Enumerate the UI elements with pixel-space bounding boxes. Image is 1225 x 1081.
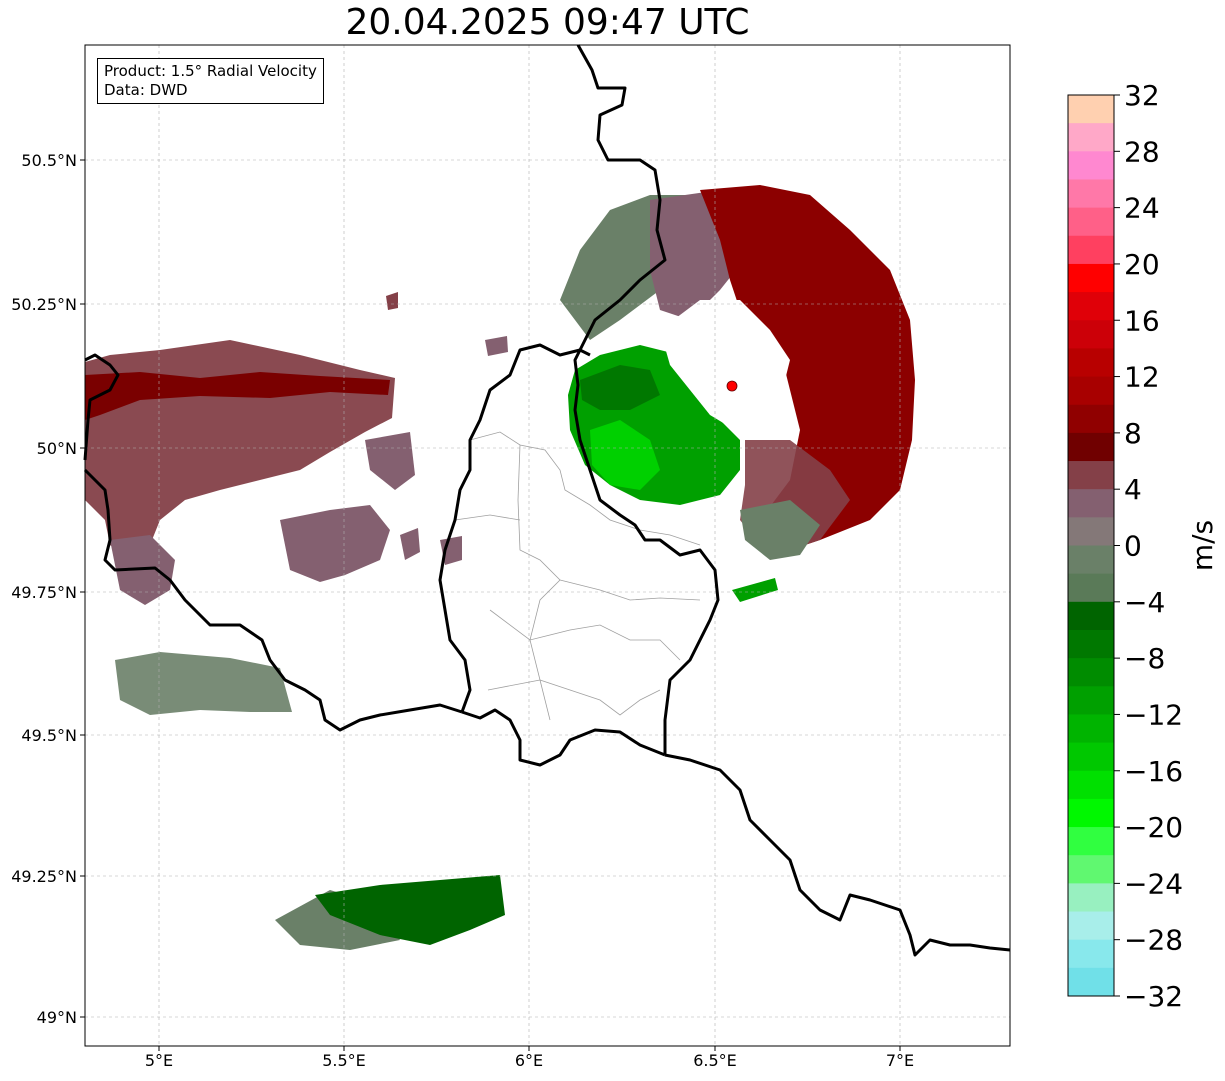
colorbar-segment <box>1068 432 1114 462</box>
colorbar-segment <box>1068 348 1114 378</box>
latitude-axis: 50.5°N 50.25°N 50°N 49.75°N 49.5°N 49.25°N 49°… <box>11 151 85 1027</box>
lon-tick-label: 6°E <box>515 1051 543 1070</box>
lat-tick-label: 49.25°N <box>11 867 77 886</box>
colorbar-tick-label: 8 <box>1124 417 1142 450</box>
colorbar-tick-label: 4 <box>1124 473 1142 506</box>
colorbar-segment <box>1068 686 1114 715</box>
echo-small-patch-3 <box>386 292 398 310</box>
echo-small-patch-4 <box>440 536 462 565</box>
echo-radar-outbound <box>700 185 915 550</box>
border-lu-fr <box>461 708 666 767</box>
colorbar-segment <box>1068 601 1114 631</box>
colorbar-segment <box>1068 573 1114 603</box>
product-label: Product: 1.5° Radial Velocity <box>104 62 317 80</box>
map-frame <box>84 44 1011 1047</box>
border-be-fr <box>83 468 463 732</box>
lat-tick-label: 50.5°N <box>21 151 77 170</box>
colorbar-segment <box>1068 95 1114 124</box>
radar-site-marker <box>726 380 738 392</box>
echo-south-band-green <box>315 875 505 945</box>
border-lu-be <box>438 343 591 713</box>
colorbar-segment <box>1068 798 1114 828</box>
colorbar-tick-label: 32 <box>1124 79 1160 112</box>
border-be-de-north <box>573 44 720 755</box>
colorbar-tick-label: −32 <box>1124 980 1183 1013</box>
lon-tick-label: 7°E <box>886 1051 914 1070</box>
colorbar-segment <box>1068 855 1114 884</box>
echo-west-band-dark <box>85 372 390 420</box>
echo-west-east-patch <box>365 432 415 490</box>
colorbar-tick-label: 20 <box>1124 248 1160 281</box>
colorbar-tick-label: 24 <box>1124 192 1160 225</box>
lat-tick-label: 50.25°N <box>11 295 77 314</box>
lon-tick-label: 6.5°E <box>693 1051 737 1070</box>
colorbar-segment <box>1068 151 1114 180</box>
longitude-axis: 5°E 5.5°E 6°E 6.5°E 7°E <box>145 1046 914 1070</box>
map-title: 20.04.2025 09:47 UTC <box>345 2 750 43</box>
echo-small-patch-2 <box>485 336 508 356</box>
radar-echoes <box>85 185 915 950</box>
echo-radar-inbound-dark <box>580 365 660 410</box>
colorbar-tick-label: −20 <box>1124 811 1183 844</box>
colorbar-segment <box>1068 489 1114 518</box>
colorbar-unit-label: m/s <box>1186 520 1219 571</box>
colorbar-segment <box>1068 263 1114 293</box>
colorbar-tick-label: 28 <box>1124 135 1160 168</box>
colorbar-segment <box>1068 292 1114 321</box>
colorbar-segment <box>1068 967 1114 997</box>
colorbar-segment <box>1068 517 1114 546</box>
product-info-box: Product: 1.5° Radial Velocity Data: DWD <box>97 58 324 104</box>
echo-radar-clear-zone <box>660 300 790 430</box>
colorbar-segment <box>1068 883 1114 913</box>
lon-tick-label: 5.5°E <box>322 1051 366 1070</box>
colorbar-segment <box>1068 320 1114 349</box>
colorbar-tick-label: −28 <box>1124 924 1183 957</box>
echo-radar-small-green <box>732 578 778 602</box>
colorbar-segment <box>1068 179 1114 209</box>
map-grid <box>85 45 1010 1046</box>
colorbar-tick-label: −12 <box>1124 698 1183 731</box>
colorbar-tick-label: 12 <box>1124 361 1160 394</box>
lon-tick-label: 5°E <box>145 1051 173 1070</box>
national-borders <box>83 44 1011 957</box>
colorbar-tick-label: −8 <box>1124 642 1165 675</box>
colorbar-segment <box>1068 376 1114 406</box>
colorbar-tick-label: 0 <box>1124 530 1142 563</box>
echo-small-patch <box>400 528 420 560</box>
colorbar-segment <box>1068 123 1114 152</box>
data-source-label: Data: DWD <box>104 81 188 99</box>
colorbar-segment <box>1068 742 1114 772</box>
echo-west-south-patch <box>280 505 390 582</box>
border-fr-de <box>664 753 1011 957</box>
colorbar-tick-label: 16 <box>1124 304 1160 337</box>
colorbar-segment <box>1068 629 1114 659</box>
colorbar-segment <box>1068 770 1114 800</box>
colorbar-segment <box>1068 207 1114 237</box>
colorbar-tick-label: −24 <box>1124 867 1183 900</box>
colorbar-segment <box>1068 235 1114 265</box>
colorbar-tick-label: −4 <box>1124 586 1165 619</box>
colorbar-segment <box>1068 658 1114 687</box>
lat-tick-label: 50°N <box>37 439 77 458</box>
canton-boundaries <box>454 431 701 721</box>
lat-tick-label: 49.5°N <box>21 726 77 745</box>
colorbar-segment <box>1068 461 1114 490</box>
colorbar-segment <box>1068 911 1114 941</box>
map-background <box>85 45 1010 1046</box>
colorbar-segment <box>1068 939 1114 969</box>
colorbar: 32 28 24 20 16 12 8 4 0 −4 −8 −12 −16 −20 −24 −28 −32 m/s <box>1067 79 1219 1013</box>
colorbar-segment <box>1068 404 1114 434</box>
lat-tick-label: 49°N <box>37 1008 77 1027</box>
colorbar-segment <box>1068 714 1114 744</box>
echo-radar-grey-south <box>740 500 820 560</box>
colorbar-tick-label: −16 <box>1124 755 1183 788</box>
colorbar-segment <box>1068 827 1114 856</box>
colorbar-segment <box>1068 545 1114 575</box>
echo-radar-inbound-bright <box>590 420 660 490</box>
border-fr-be-north <box>83 353 120 461</box>
lat-tick-label: 49.75°N <box>11 583 77 602</box>
